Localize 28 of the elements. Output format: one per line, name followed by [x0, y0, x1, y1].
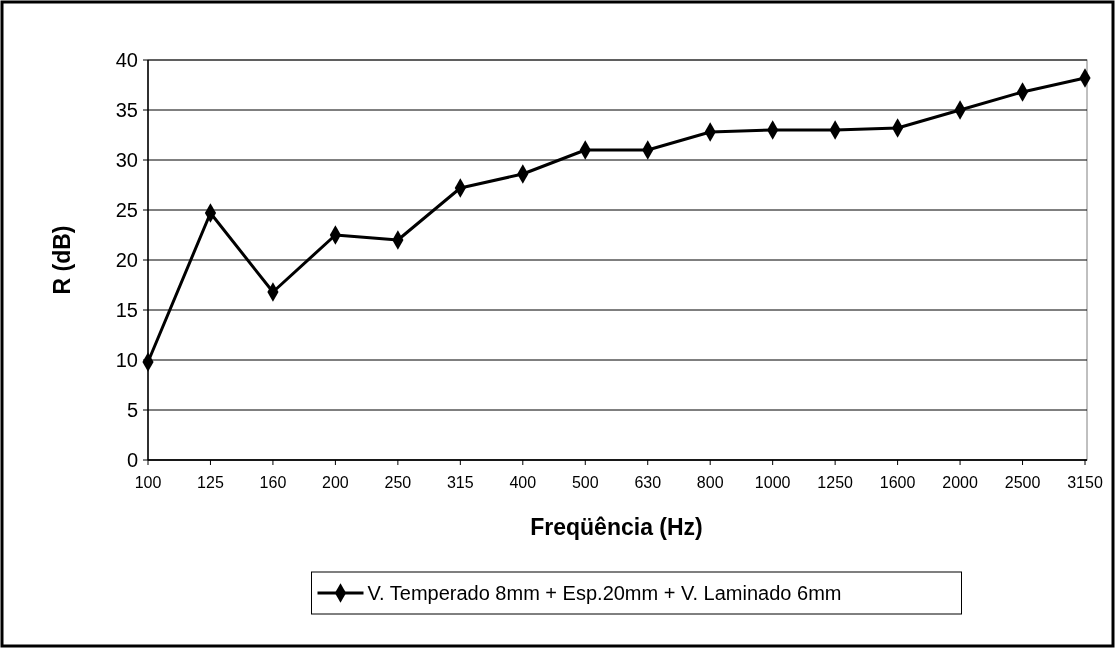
- x-axis-title: Freqüência (Hz): [530, 514, 703, 540]
- x-tick-label: 2500: [1004, 474, 1041, 491]
- y-tick-label: 5: [126, 399, 138, 421]
- x-tick-label: 200: [322, 474, 349, 491]
- legend-label: V. Temperado 8mm + Esp.20mm + V. Laminado 6mm: [367, 582, 842, 604]
- y-tick-label: 10: [115, 349, 138, 371]
- x-tick-label: 400: [509, 474, 537, 491]
- x-tick-label: 500: [571, 474, 599, 491]
- y-tick-label: 35: [115, 99, 138, 121]
- y-tick-label: 20: [115, 249, 138, 271]
- x-tick-label: 250: [384, 474, 412, 491]
- y-tick-label: 0: [126, 449, 138, 471]
- y-tick-label: 40: [115, 49, 138, 71]
- x-tick-label: 125: [197, 474, 224, 491]
- x-tick-label: 100: [134, 474, 162, 491]
- x-tick-label: 1250: [817, 474, 854, 491]
- x-tick-label: 1000: [754, 474, 791, 491]
- x-tick-label: 160: [259, 474, 287, 491]
- x-tick-label: 3150: [1067, 474, 1103, 491]
- x-tick-label: 800: [696, 474, 724, 491]
- y-tick-label: 25: [115, 199, 138, 221]
- x-tick-label: 2000: [942, 474, 978, 491]
- x-tick-label: 630: [634, 474, 662, 491]
- x-tick-label: 315: [446, 474, 474, 491]
- y-tick-label: 30: [115, 149, 138, 171]
- y-tick-label: 15: [115, 299, 138, 321]
- x-tick-label: 1600: [879, 474, 916, 491]
- y-axis-title: R (dB): [49, 225, 75, 295]
